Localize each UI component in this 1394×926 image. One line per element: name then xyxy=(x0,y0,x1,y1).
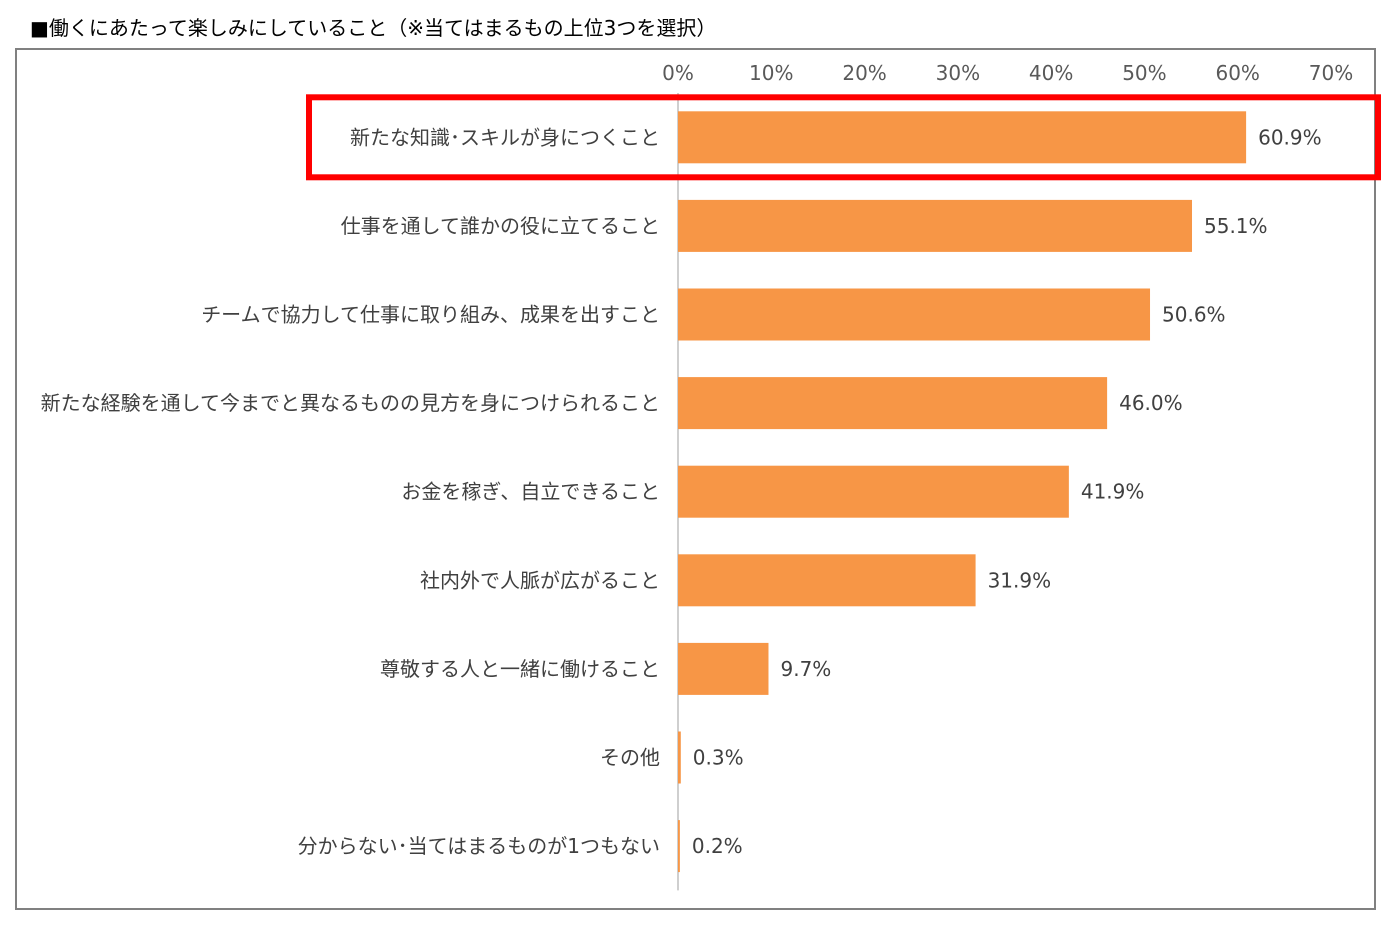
data-label: 55.1% xyxy=(1204,214,1268,238)
data-label: 0.3% xyxy=(693,746,744,770)
data-label: 0.2% xyxy=(692,834,743,858)
category-label: 分からない･当てはまるものが1つもない xyxy=(298,834,660,858)
bar xyxy=(678,465,1069,518)
data-label: 50.6% xyxy=(1162,303,1226,327)
bar xyxy=(678,288,1151,341)
value-labels: 60.9% 55.1% 50.6% 46.0% 41.9% 31.9% 9.7% 0.3% 0.… xyxy=(692,125,1322,858)
category-label: 尊敬する人と一緒に働けること xyxy=(380,657,660,681)
chart-title: ■働くにあたって楽しみにしていること（※当てはまるもの上位3つを選択） xyxy=(30,16,717,40)
category-label: 社内外で人脈が広がること xyxy=(420,568,660,592)
x-axis-ticks: 0% 10% 20% 30% 40% 50% 60% 70% xyxy=(662,61,1353,85)
bar xyxy=(678,554,976,607)
data-label: 60.9% xyxy=(1258,125,1322,149)
category-label: 新たな知識･スキルが身につくこと xyxy=(350,125,660,149)
x-tick-label: 0% xyxy=(662,61,694,85)
bar xyxy=(678,642,769,695)
highlight-box xyxy=(306,94,1381,181)
x-tick-label: 40% xyxy=(1029,61,1073,85)
data-label: 31.9% xyxy=(988,568,1052,592)
bar xyxy=(678,731,681,784)
x-tick-label: 30% xyxy=(936,61,980,85)
chart-frame xyxy=(15,48,1376,910)
data-label: 41.9% xyxy=(1081,480,1145,504)
category-label: お金を稼ぎ、自立できること xyxy=(401,480,660,504)
bars xyxy=(678,111,1247,873)
data-label: 46.0% xyxy=(1119,391,1183,415)
data-label: 9.7% xyxy=(780,657,831,681)
category-labels: 新たな知識･スキルが身につくこと仕事を通して誰かの役に立てることチームで協力して… xyxy=(41,125,660,858)
x-tick-label: 50% xyxy=(1122,61,1166,85)
bar xyxy=(678,820,680,873)
bar xyxy=(678,111,1247,164)
category-label: その他 xyxy=(600,746,660,770)
bar xyxy=(678,199,1193,252)
x-tick-label: 10% xyxy=(749,61,793,85)
x-tick-label: 70% xyxy=(1309,61,1353,85)
category-label: チームで協力して仕事に取り組み、成果を出すこと xyxy=(201,303,660,327)
x-tick-label: 20% xyxy=(842,61,886,85)
category-label: 仕事を通して誰かの役に立てること xyxy=(341,214,660,238)
category-label: 新たな経験を通して今までと異なるものの見方を身につけられること xyxy=(41,391,660,415)
bar xyxy=(678,377,1108,430)
x-tick-label: 60% xyxy=(1215,61,1259,85)
